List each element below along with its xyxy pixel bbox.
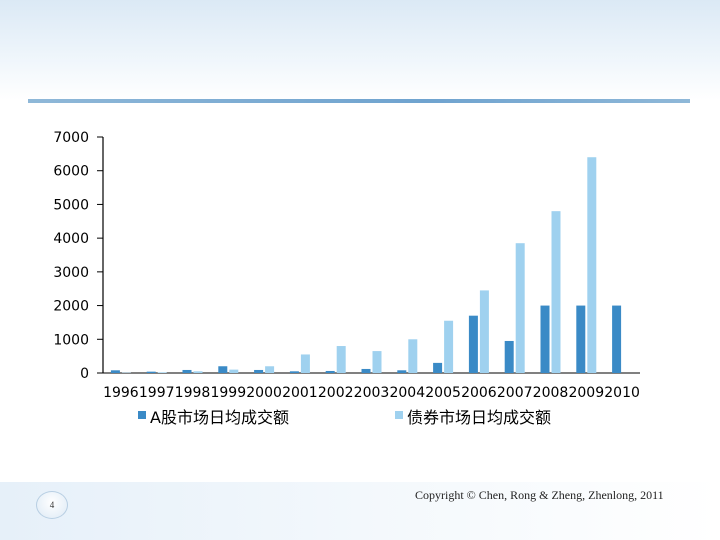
bar-a-share xyxy=(433,362,443,373)
y-tick-label: 1000 xyxy=(53,332,89,348)
bar-a-share xyxy=(146,371,156,373)
bar-a-share xyxy=(504,340,514,373)
bar-bond xyxy=(193,371,203,373)
page-number-badge: 4 xyxy=(36,491,68,519)
bar-a-share xyxy=(254,369,264,373)
bar-bond xyxy=(551,211,561,373)
bar-a-share xyxy=(110,370,120,373)
x-tick-label: 2002 xyxy=(318,385,354,401)
bar-a-share xyxy=(325,370,335,373)
bar-bond xyxy=(515,243,525,373)
x-tick-label: 2009 xyxy=(568,385,604,401)
bar-a-share xyxy=(397,370,407,373)
x-tick-label: 2010 xyxy=(604,385,640,401)
bar-bond xyxy=(479,290,489,373)
bar-bond xyxy=(229,369,239,373)
legend-swatch xyxy=(395,411,403,419)
x-tick-label: 2001 xyxy=(282,385,318,401)
legend-label: 债券市场日均成交额 xyxy=(407,408,551,427)
x-tick-label: 2008 xyxy=(533,385,569,401)
y-tick-label: 5000 xyxy=(53,197,89,213)
bar-a-share xyxy=(576,305,586,373)
copyright-text: Copyright © Chen, Rong & Zheng, Zhenlong… xyxy=(415,488,664,502)
bar-bond xyxy=(444,320,454,373)
x-tick-label: 1999 xyxy=(210,385,246,401)
bar-a-share xyxy=(612,305,622,373)
y-tick-label: 6000 xyxy=(53,164,89,180)
bar-bond xyxy=(265,366,275,373)
x-tick-label: 2000 xyxy=(246,385,282,401)
y-tick-label: 2000 xyxy=(53,299,89,315)
x-tick-label: 2003 xyxy=(354,385,390,401)
footer-band xyxy=(0,482,720,540)
bar-a-share xyxy=(218,366,228,373)
header-band xyxy=(0,0,720,100)
y-tick-label: 0 xyxy=(80,366,89,382)
bar-a-share xyxy=(182,369,192,373)
bar-bond xyxy=(157,372,167,373)
bar-a-share xyxy=(468,315,478,373)
bar-bond xyxy=(336,346,346,373)
bar-a-share xyxy=(289,371,299,373)
header-divider xyxy=(28,99,690,103)
y-tick-label: 3000 xyxy=(53,265,89,281)
legend-swatch xyxy=(138,411,146,419)
x-tick-label: 2007 xyxy=(497,385,533,401)
y-tick-label: 7000 xyxy=(53,130,89,146)
bar-a-share xyxy=(361,368,371,373)
x-tick-label: 2005 xyxy=(425,385,461,401)
x-tick-label: 1996 xyxy=(103,385,139,401)
bar-bond xyxy=(408,339,418,373)
y-tick-label: 4000 xyxy=(53,231,89,247)
x-tick-label: 2004 xyxy=(389,385,425,401)
legend-label: A股市场日均成交额 xyxy=(150,408,289,427)
bar-a-share xyxy=(540,305,550,373)
x-tick-label: 1997 xyxy=(139,385,175,401)
bar-bond xyxy=(587,157,597,373)
x-tick-label: 1998 xyxy=(175,385,211,401)
bar-bond xyxy=(300,354,310,373)
bar-bond xyxy=(372,351,382,373)
x-tick-label: 2006 xyxy=(461,385,497,401)
